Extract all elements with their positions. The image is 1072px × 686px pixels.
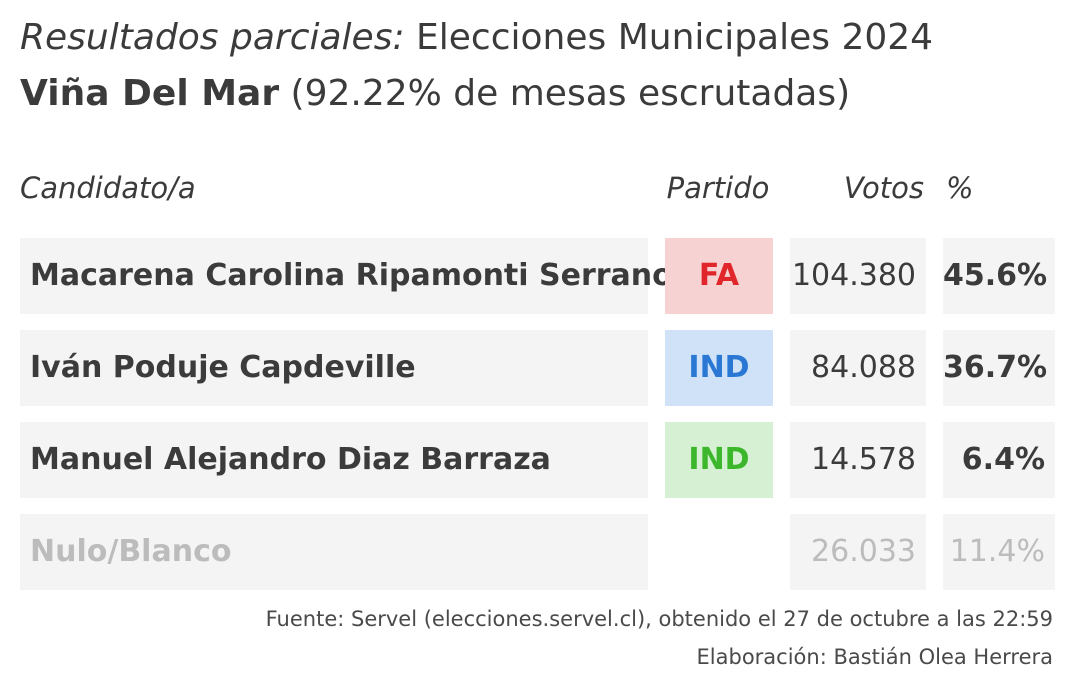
party-badge: FA [665,238,773,314]
party-badge [665,514,773,590]
vote-count: 26.033 [790,514,926,590]
vote-count: 14.578 [790,422,926,498]
table-row: Manuel Alejandro Diaz Barraza IND 14.578… [0,422,1072,498]
title-rest: Elecciones Municipales 2024 [404,17,934,58]
table-row-null-blank: Nulo/Blanco 26.033 11.4% [0,514,1072,590]
header-votes: Votos [843,171,924,205]
candidate-name: Iván Poduje Capdeville [20,330,648,406]
table-row: Macarena Carolina Ripamonti Serrano FA 1… [0,238,1072,314]
header-party: Partido [666,171,770,205]
subtitle-commune: Viña Del Mar [20,73,280,114]
header-candidate: Candidato/a [20,171,196,205]
candidate-name: Macarena Carolina Ripamonti Serrano [20,238,673,314]
vote-percent: 11.4% [943,514,1055,590]
vote-percent: 36.7% [943,330,1055,406]
vote-percent: 6.4% [943,422,1055,498]
author-note: Elaboración: Bastián Olea Herrera [696,645,1053,669]
source-note: Fuente: Servel (elecciones.servel.cl), o… [265,607,1053,631]
chart-title: Resultados parciales: Elecciones Municip… [20,16,933,60]
vote-count: 104.380 [790,238,926,314]
candidate-name: Manuel Alejandro Diaz Barraza [20,422,648,498]
chart-subtitle: Viña Del Mar (92.22% de mesas escrutadas… [20,72,850,116]
subtitle-rest: (92.22% de mesas escrutadas) [279,73,851,114]
header-percent: % [946,171,974,205]
party-badge: IND [665,422,773,498]
candidate-name: Nulo/Blanco [20,514,648,590]
party-badge: IND [665,330,773,406]
title-italic-part: Resultados parciales: [20,17,405,58]
vote-percent: 45.6% [943,238,1055,314]
table-row: Iván Poduje Capdeville IND 84.088 36.7% [0,330,1072,406]
vote-count: 84.088 [790,330,926,406]
